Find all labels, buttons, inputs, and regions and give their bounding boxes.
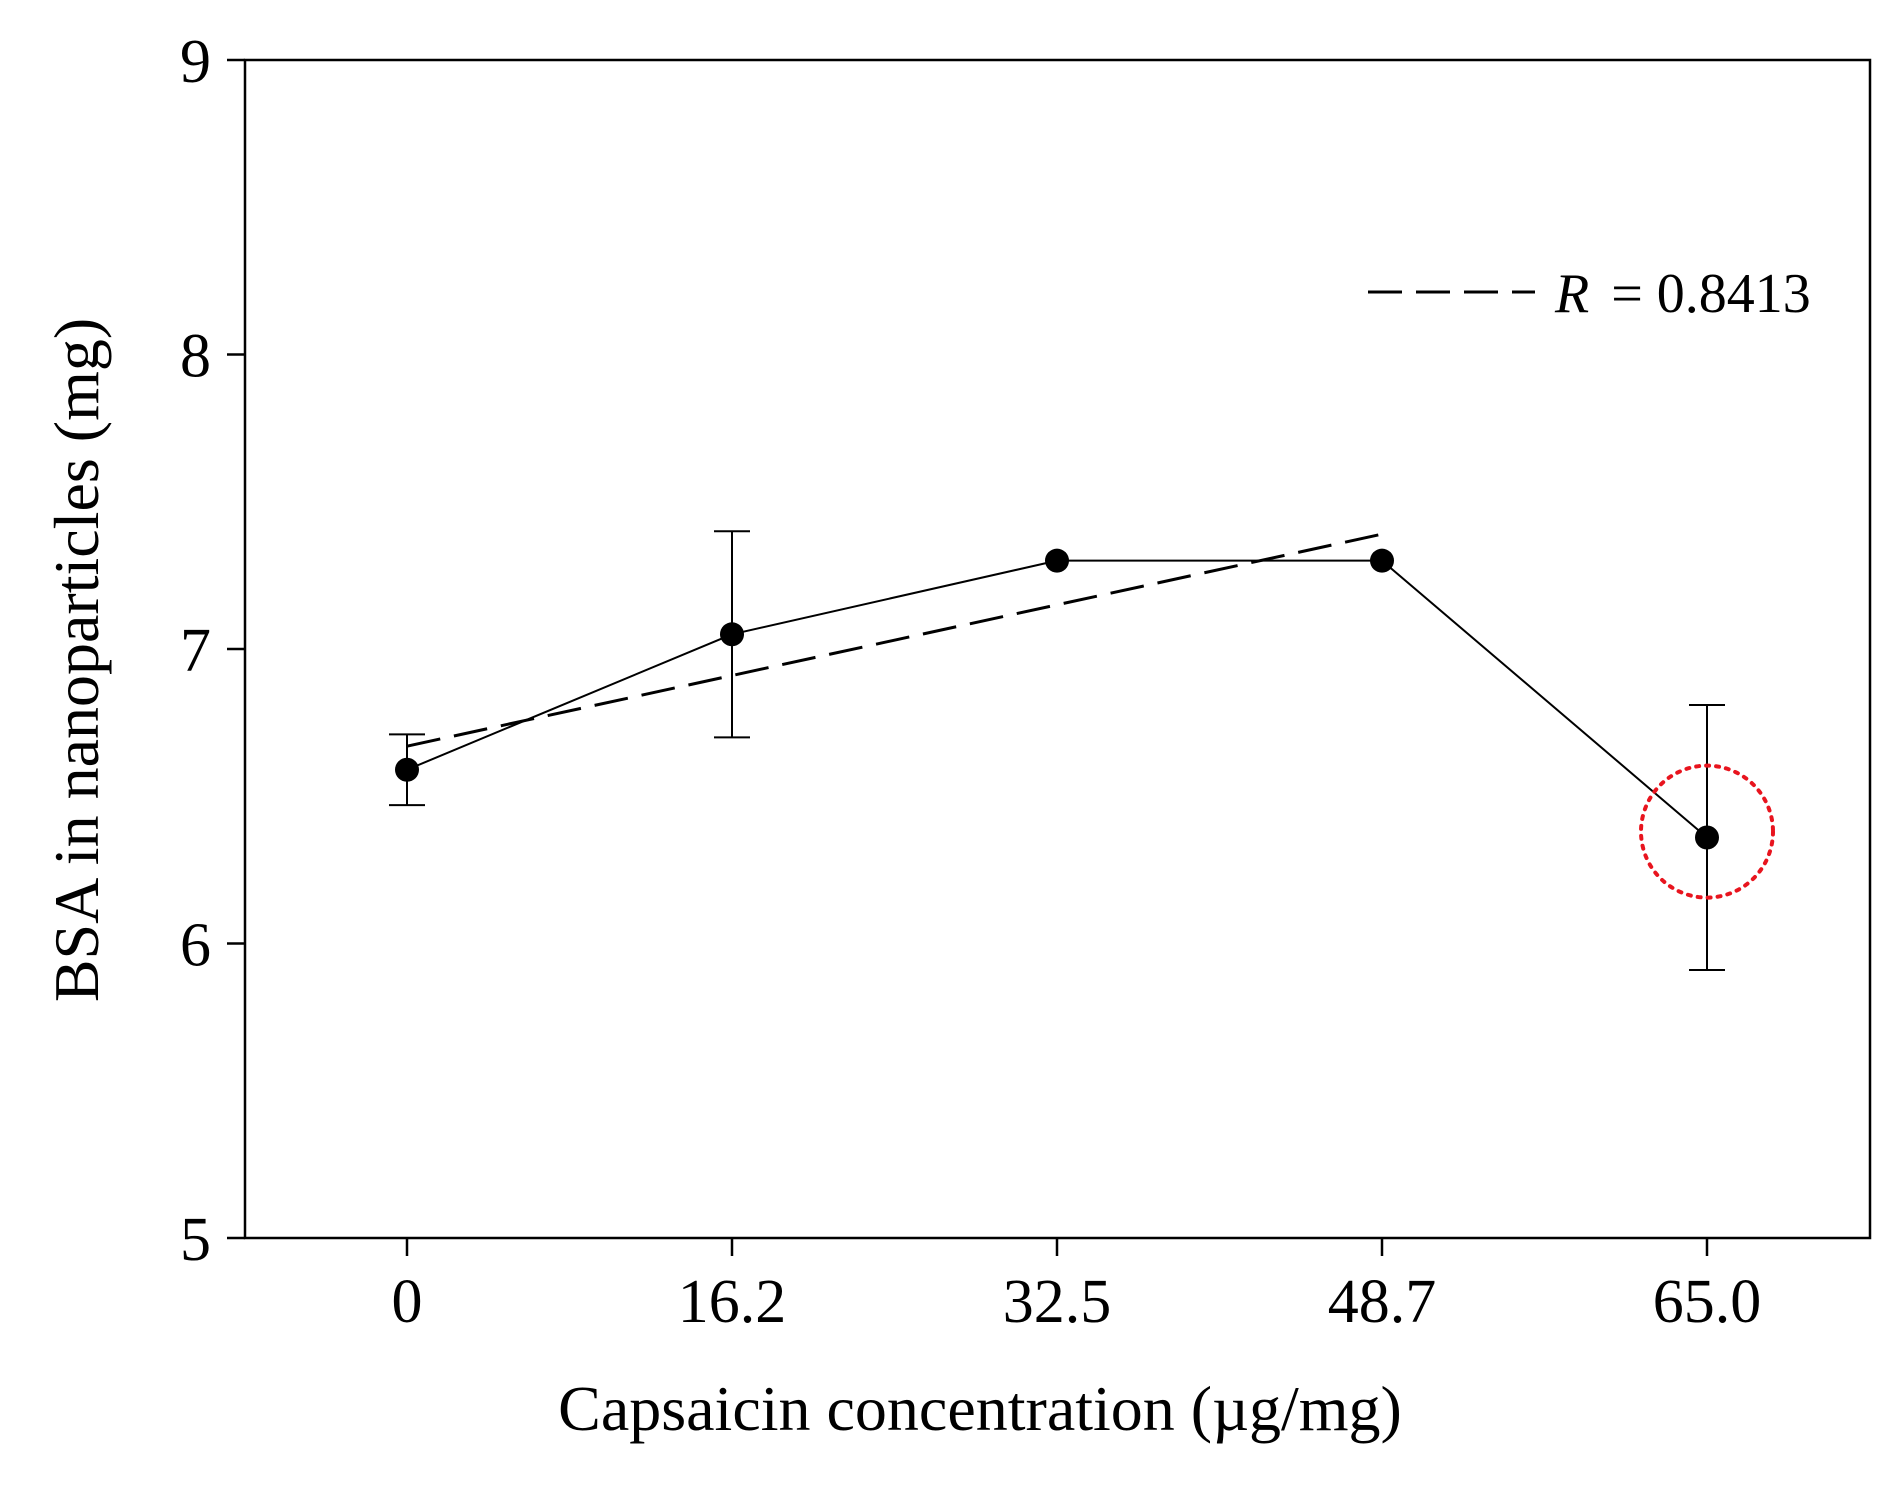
data-point — [1695, 825, 1719, 850]
highlight-circle — [1639, 763, 1775, 900]
series-line — [406, 559, 1708, 839]
legend-label: R = 0.8413 — [1554, 263, 1811, 325]
x-tick-label: 32.5 — [1003, 1268, 1112, 1336]
legend-r-symbol: R — [1554, 263, 1589, 325]
x-tick-label: 0 — [392, 1268, 423, 1336]
y-tick-label: 7 — [180, 617, 211, 685]
x-tick-label: 65.0 — [1653, 1268, 1762, 1336]
y-tick-label: 5 — [180, 1206, 211, 1274]
data-point — [720, 622, 744, 647]
y-tick-label: 9 — [180, 28, 211, 96]
data-point — [1045, 548, 1069, 573]
data-point — [395, 757, 419, 782]
x-axis-ticks: 0 16.2 32.5 48.7 65.0 — [392, 1238, 1762, 1336]
y-tick-label: 8 — [180, 323, 211, 391]
x-tick-label: 16.2 — [678, 1268, 787, 1336]
data-points — [395, 548, 1719, 850]
x-tick-label: 48.7 — [1328, 1268, 1437, 1336]
y-axis-ticks: 5 6 7 8 9 — [180, 28, 245, 1274]
legend-r-value: = 0.8413 — [1611, 263, 1811, 325]
trend-line — [406, 532, 1383, 748]
x-axis-title: Capsaicin concentration (µg/mg) — [558, 1373, 1402, 1444]
y-tick-label: 6 — [180, 912, 211, 980]
data-point — [1370, 548, 1394, 573]
plot-frame — [243, 58, 1872, 1240]
y-axis-title: BSA in nanoparticles (mg) — [41, 318, 112, 1002]
error-bars — [389, 530, 1725, 972]
legend: R = 0.8413 — [1368, 263, 1811, 325]
